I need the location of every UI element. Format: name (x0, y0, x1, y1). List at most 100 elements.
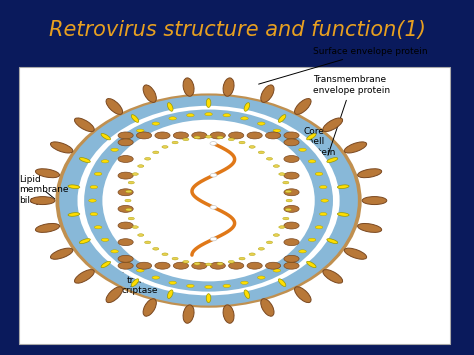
Ellipse shape (102, 120, 315, 282)
Ellipse shape (228, 262, 244, 269)
Ellipse shape (308, 238, 316, 241)
Text: Lipid
membrane
bilayer: Lipid membrane bilayer (19, 175, 68, 205)
Text: Core
shell
protein: Core shell protein (295, 127, 336, 187)
Ellipse shape (265, 262, 281, 269)
Ellipse shape (261, 85, 274, 103)
Ellipse shape (94, 172, 102, 175)
Ellipse shape (183, 261, 189, 263)
Ellipse shape (294, 99, 311, 114)
Ellipse shape (123, 138, 130, 141)
Ellipse shape (194, 262, 200, 265)
Ellipse shape (84, 109, 333, 292)
Ellipse shape (258, 151, 264, 154)
Ellipse shape (228, 261, 234, 263)
Ellipse shape (101, 133, 110, 140)
Ellipse shape (137, 234, 144, 236)
Ellipse shape (284, 189, 299, 196)
Ellipse shape (111, 148, 118, 151)
Ellipse shape (126, 208, 132, 211)
Ellipse shape (118, 172, 133, 179)
Ellipse shape (118, 155, 133, 163)
Ellipse shape (319, 185, 327, 189)
Ellipse shape (187, 114, 194, 117)
Ellipse shape (145, 241, 151, 244)
Ellipse shape (121, 133, 296, 268)
Ellipse shape (118, 239, 133, 246)
Ellipse shape (30, 197, 55, 204)
Ellipse shape (173, 262, 189, 269)
Ellipse shape (187, 284, 194, 288)
Ellipse shape (59, 95, 358, 306)
Ellipse shape (132, 226, 138, 228)
Ellipse shape (210, 262, 225, 269)
Ellipse shape (128, 181, 134, 184)
Ellipse shape (183, 305, 194, 323)
Ellipse shape (244, 290, 250, 299)
Ellipse shape (285, 190, 292, 193)
Ellipse shape (169, 281, 176, 284)
Ellipse shape (284, 262, 299, 269)
Ellipse shape (118, 255, 133, 262)
Ellipse shape (223, 78, 234, 96)
Ellipse shape (172, 141, 178, 144)
Ellipse shape (279, 173, 285, 175)
Ellipse shape (323, 118, 343, 132)
Ellipse shape (308, 160, 316, 163)
Ellipse shape (294, 287, 311, 302)
Ellipse shape (118, 262, 133, 269)
Ellipse shape (239, 141, 245, 144)
Ellipse shape (223, 284, 230, 288)
Ellipse shape (134, 140, 283, 261)
Ellipse shape (173, 132, 189, 139)
Ellipse shape (68, 185, 80, 189)
Ellipse shape (118, 189, 133, 196)
Ellipse shape (143, 299, 156, 316)
Ellipse shape (118, 139, 133, 146)
Ellipse shape (90, 213, 98, 216)
Ellipse shape (78, 106, 339, 295)
Text: RNA: RNA (111, 137, 196, 168)
Ellipse shape (118, 132, 133, 139)
Ellipse shape (319, 213, 327, 216)
Ellipse shape (249, 253, 255, 256)
Ellipse shape (137, 165, 144, 168)
Ellipse shape (210, 173, 217, 177)
Ellipse shape (273, 129, 281, 132)
Ellipse shape (123, 260, 130, 263)
Ellipse shape (74, 269, 94, 283)
Ellipse shape (299, 148, 306, 151)
Ellipse shape (327, 158, 338, 163)
Ellipse shape (278, 115, 286, 122)
Ellipse shape (111, 250, 118, 253)
Ellipse shape (223, 305, 234, 323)
Ellipse shape (217, 136, 223, 139)
Ellipse shape (307, 133, 316, 140)
Ellipse shape (194, 136, 200, 139)
Ellipse shape (210, 206, 217, 209)
Ellipse shape (321, 199, 328, 202)
Ellipse shape (299, 250, 306, 253)
Text: Transmembrane
envelope protein: Transmembrane envelope protein (313, 76, 390, 155)
Ellipse shape (162, 253, 168, 256)
Ellipse shape (307, 261, 316, 268)
Ellipse shape (36, 224, 60, 233)
Ellipse shape (357, 224, 382, 233)
Ellipse shape (162, 146, 168, 148)
Ellipse shape (337, 185, 349, 189)
Ellipse shape (131, 279, 139, 286)
Ellipse shape (167, 290, 173, 299)
Ellipse shape (273, 269, 281, 272)
Ellipse shape (241, 117, 248, 120)
Ellipse shape (36, 169, 60, 178)
Ellipse shape (286, 199, 292, 202)
Ellipse shape (192, 132, 207, 139)
Ellipse shape (55, 93, 362, 308)
Ellipse shape (90, 185, 98, 189)
Ellipse shape (126, 190, 132, 193)
Ellipse shape (327, 239, 338, 244)
Ellipse shape (50, 248, 73, 259)
Ellipse shape (79, 239, 90, 244)
Ellipse shape (283, 181, 289, 184)
Ellipse shape (273, 234, 280, 236)
Ellipse shape (206, 136, 211, 138)
